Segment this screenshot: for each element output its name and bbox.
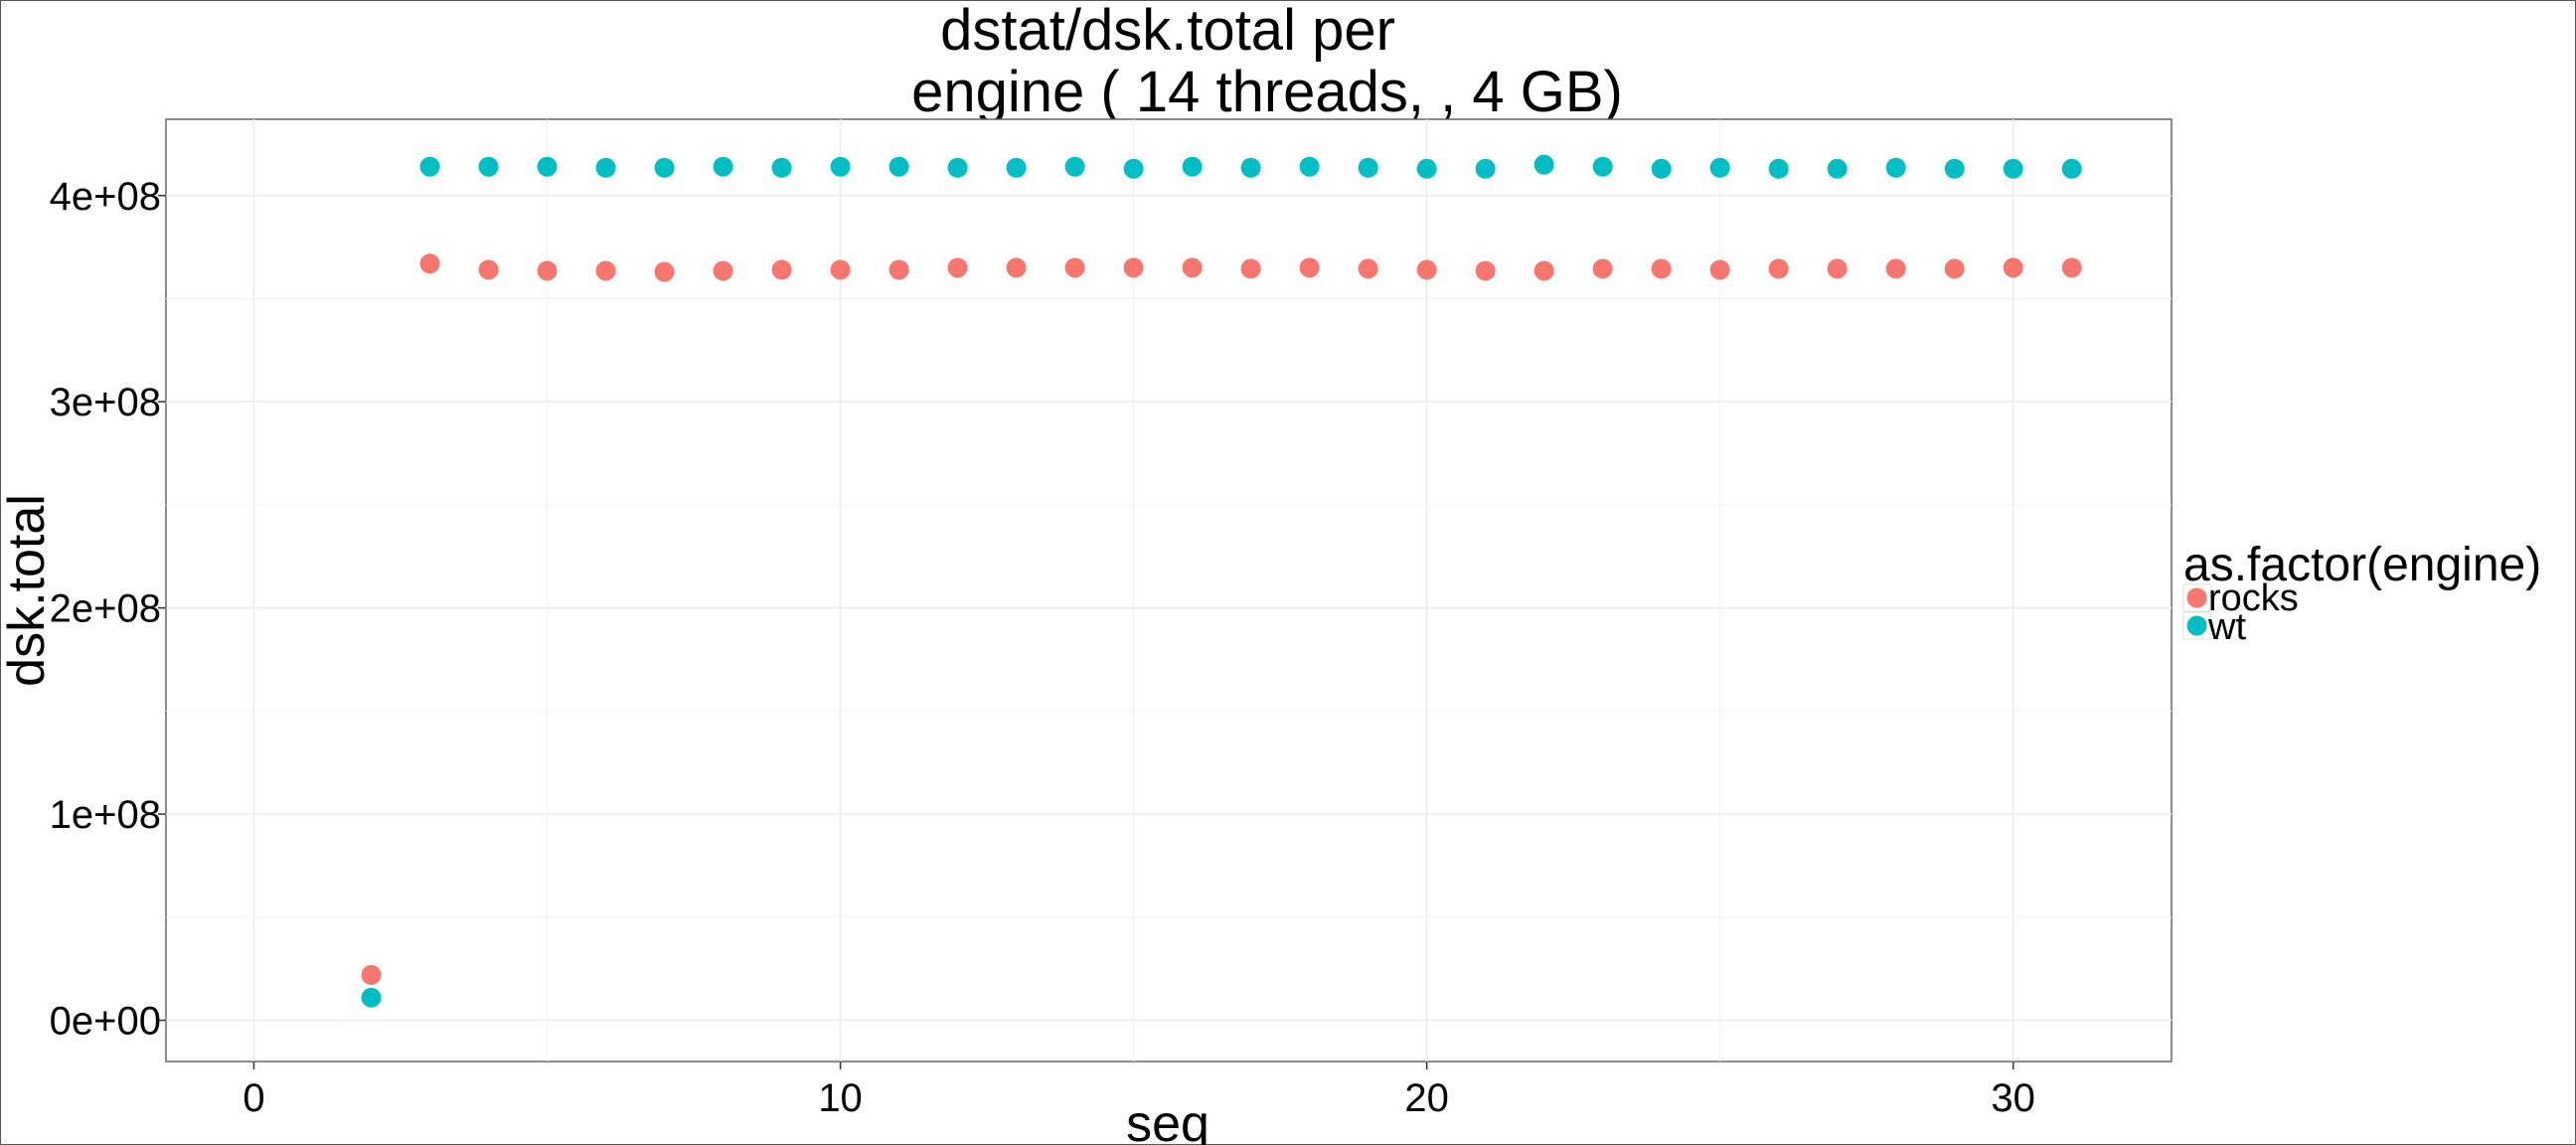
data-point-rocks — [1709, 259, 1730, 280]
plot-panel — [165, 118, 2173, 1063]
y-tick-label: 2e+08 — [50, 587, 161, 631]
data-point-wt — [1475, 158, 1496, 179]
data-point-wt — [1123, 158, 1144, 179]
data-point-rocks — [419, 253, 440, 274]
data-point-rocks — [1416, 259, 1437, 280]
data-point-wt — [1944, 158, 1965, 179]
x-tick-label: 20 — [1404, 1076, 1449, 1120]
data-point-wt — [654, 157, 675, 178]
data-point-wt — [1064, 156, 1085, 177]
data-point-rocks — [1768, 258, 1789, 279]
x-axis-title: seq — [1126, 1095, 1209, 1145]
data-point-rocks — [888, 259, 909, 280]
data-point-rocks — [830, 259, 851, 280]
data-point-rocks — [1182, 257, 1203, 278]
data-point-wt — [1592, 156, 1613, 177]
data-point-rocks — [2003, 257, 2023, 278]
data-point-rocks — [654, 261, 675, 282]
legend-key-rocks — [2186, 587, 2207, 608]
chart-title-line-2: engine ( 14 threads, , 4 GB) — [911, 60, 1623, 124]
data-point-rocks — [1885, 258, 1906, 279]
data-point-rocks — [713, 260, 733, 281]
y-axis-title: dsk.total — [0, 494, 56, 687]
y-tick-label: 4e+08 — [50, 175, 161, 219]
y-tick-label: 1e+08 — [50, 793, 161, 837]
data-point-rocks — [1827, 258, 1848, 279]
data-point-wt — [1182, 156, 1203, 177]
data-point-wt — [830, 156, 851, 177]
y-tick-label: 3e+08 — [50, 381, 161, 424]
data-point-wt — [947, 157, 968, 178]
data-points — [361, 154, 2082, 1008]
legend-key-wt — [2186, 615, 2207, 636]
data-point-rocks — [1944, 258, 1965, 279]
data-point-wt — [771, 157, 792, 178]
data-point-wt — [595, 157, 616, 178]
data-point-rocks — [947, 257, 968, 278]
data-point-wt — [2003, 158, 2023, 179]
data-point-wt — [1651, 158, 1672, 179]
data-point-wt — [713, 156, 733, 177]
data-point-wt — [537, 156, 558, 177]
data-point-wt — [1358, 157, 1378, 178]
data-point-rocks — [1299, 257, 1320, 278]
data-point-rocks — [2061, 257, 2082, 278]
data-point-wt — [361, 987, 382, 1008]
y-tick-label: 0e+00 — [50, 1000, 161, 1044]
data-point-wt — [1885, 157, 1906, 178]
data-point-rocks — [595, 260, 616, 281]
data-point-rocks — [771, 259, 792, 280]
x-tick-label: 10 — [818, 1076, 863, 1120]
data-point-rocks — [361, 964, 382, 985]
data-point-wt — [1768, 158, 1789, 179]
data-point-rocks — [1475, 260, 1496, 281]
data-point-wt — [1006, 157, 1027, 178]
x-tick-label: 30 — [1991, 1076, 2035, 1120]
data-point-wt — [1709, 157, 1730, 178]
data-point-rocks — [537, 260, 558, 281]
data-point-wt — [1416, 158, 1437, 179]
data-point-wt — [1240, 157, 1261, 178]
data-point-rocks — [478, 259, 499, 280]
data-point-wt — [888, 156, 909, 177]
data-point-rocks — [1358, 258, 1378, 279]
legend: as.factor(engine) rocks wt — [2182, 539, 2541, 648]
data-point-wt — [2061, 158, 2082, 179]
legend-label-wt: wt — [2207, 606, 2246, 648]
x-tick-label: 0 — [242, 1076, 264, 1120]
data-point-rocks — [1240, 258, 1261, 279]
data-point-wt — [478, 156, 499, 177]
data-point-wt — [1299, 156, 1320, 177]
axis-ticks: 0 10 20 30 0e+00 1e+08 2e+08 3e+08 4e+08 — [50, 175, 2035, 1120]
data-point-rocks — [1006, 257, 1027, 278]
data-point-rocks — [1651, 258, 1672, 279]
data-point-wt — [419, 156, 440, 177]
data-point-rocks — [1064, 257, 1085, 278]
data-point-wt — [1533, 154, 1554, 175]
data-point-rocks — [1533, 260, 1554, 281]
chart-title-line-1: dstat/dsk.total per — [940, 0, 1395, 63]
data-point-rocks — [1123, 257, 1144, 278]
legend-title: as.factor(engine) — [2183, 539, 2541, 591]
legend-label-rocks: rocks — [2208, 577, 2299, 619]
data-point-rocks — [1592, 258, 1613, 279]
data-point-wt — [1827, 158, 1848, 179]
